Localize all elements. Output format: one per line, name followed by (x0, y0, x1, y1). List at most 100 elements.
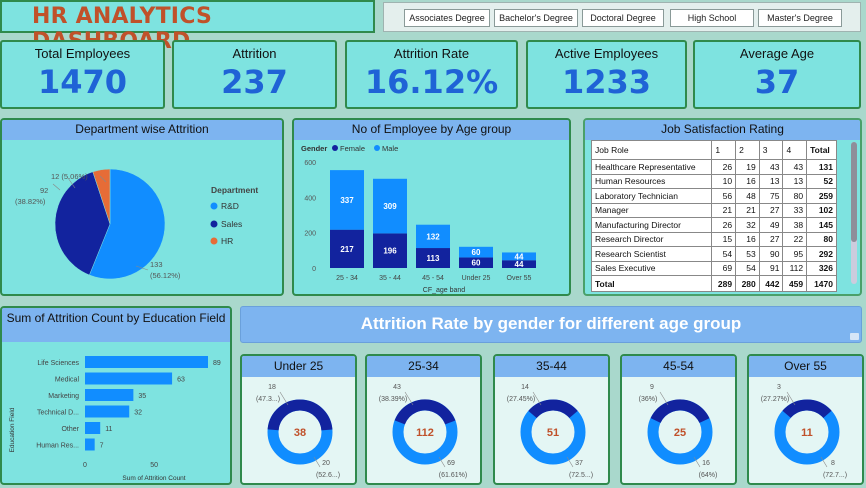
rating-cell: 56 (711, 188, 737, 204)
education-bar[interactable] (85, 389, 134, 401)
bar-female[interactable] (416, 248, 450, 268)
leader-line (52, 183, 61, 191)
donut-title: 25-34 (367, 356, 480, 377)
education-bar-chart: Education Field Life Sciences 89 Medical 63… (9, 356, 221, 482)
education-attrition-panel: Sum of Attrition Count by Education Fiel… (0, 306, 232, 485)
education-bar[interactable] (85, 438, 95, 451)
column-header[interactable]: 1 (711, 140, 737, 160)
donut-bottom-value: 8 (831, 460, 835, 467)
bar-value-label: 44 (515, 252, 524, 261)
education-bar[interactable] (85, 356, 208, 368)
leader-line (313, 456, 321, 468)
column-header[interactable]: 4 (782, 140, 808, 160)
bar-value-label: 196 (383, 247, 397, 256)
rating-cell: 27 (758, 202, 784, 218)
bar-value-label: 113 (427, 254, 440, 263)
banner-corner-icon (850, 333, 859, 340)
table-row[interactable]: Laboratory Technician 56 48 75 80 259 (590, 188, 837, 204)
pie-slice-hr[interactable] (92, 168, 111, 225)
rating-cell: 54 (735, 260, 760, 276)
donut-bottom-pct: (72.7...) (823, 472, 847, 479)
donut-title: 45-54 (622, 356, 735, 377)
sales-slice-pct: (38.82%) (15, 197, 46, 206)
bar-female[interactable] (502, 260, 536, 268)
donut-bottom-pct: (52.6...) (316, 472, 340, 479)
education-bar[interactable] (85, 422, 101, 434)
kpi-label: Average Age (739, 46, 815, 61)
panel-title: Sum of Attrition Count by Education Fiel… (2, 308, 230, 342)
donut-title: Under 25 (242, 356, 355, 377)
table-row[interactable]: Healthcare Representative 26 19 43 43 131 (590, 159, 837, 175)
job-role-cell: Manager (590, 202, 713, 218)
table-row[interactable]: Sales Executive 69 54 91 112 326 (590, 260, 837, 276)
table-row[interactable]: Research Director 15 16 27 22 80 (590, 231, 837, 247)
legend-sales-marker (210, 220, 218, 228)
slicer-option[interactable]: Doctoral Degree (582, 9, 664, 27)
donut-top-pct: (38.39%) (379, 396, 407, 403)
education-bar[interactable] (85, 372, 173, 385)
slicer-option[interactable]: Bachelor's Degree (494, 9, 578, 27)
donut-top-value: 43 (393, 384, 401, 391)
table-row[interactable]: Research Scientist 54 53 90 95 292 (590, 246, 837, 262)
donut-center-value: 25 (674, 427, 686, 439)
education-bar[interactable] (85, 405, 130, 418)
x-tick-label: 25 - 34 (336, 275, 358, 282)
table-scrollbar-thumb[interactable] (851, 142, 857, 242)
table-header-row: Job Role 1 2 3 4 Total (590, 140, 837, 160)
bar-female[interactable] (373, 233, 407, 268)
bar-male[interactable] (459, 246, 493, 258)
rating-cell: 131 (806, 159, 837, 175)
donut-top-pct: (27.45%) (507, 396, 535, 403)
x-tick-label: 45 - 54 (422, 275, 444, 282)
legend-male-label: Male (382, 144, 398, 153)
leader-line (438, 456, 446, 468)
donut-top-value: 3 (777, 384, 781, 391)
x-tick-label: 0 (83, 462, 87, 469)
bar-value-label: 44 (515, 260, 524, 269)
donut-chart: 25 9 (36%) 16 (64%) (639, 384, 718, 479)
slicer-option[interactable]: Master's Degree (758, 9, 842, 27)
bar-value-label: 7 (100, 443, 104, 450)
bar-male[interactable] (502, 252, 536, 261)
table-row[interactable]: Human Resources 10 16 13 13 52 (590, 173, 837, 189)
bar-female[interactable] (459, 257, 493, 268)
total-cell: 1470 (806, 275, 837, 292)
job-role-cell: Manufacturing Director (590, 217, 713, 233)
column-header[interactable]: 2 (735, 140, 760, 160)
rating-cell: 91 (758, 260, 784, 276)
total-cell: 289 (711, 275, 737, 292)
rating-cell: 16 (735, 231, 760, 247)
pie-slice-rd[interactable] (89, 168, 166, 280)
rating-cell: 33 (782, 202, 808, 218)
bar-male[interactable] (373, 178, 407, 234)
slicer-option[interactable]: Associates Degree (404, 9, 490, 27)
x-tick-label: 50 (150, 462, 158, 469)
job-role-cell: Human Resources (590, 173, 713, 189)
slicer-option[interactable]: High School (670, 9, 754, 27)
job-role-cell: Research Scientist (590, 246, 713, 262)
donut-segment-dark[interactable] (390, 397, 460, 467)
pie-slice-sales[interactable] (54, 171, 111, 276)
rating-cell: 80 (806, 231, 837, 247)
rating-cell: 43 (758, 159, 784, 175)
bar-male[interactable] (416, 224, 450, 249)
column-header[interactable]: Job Role (590, 140, 713, 160)
kpi-total-employees: Total Employees 1470 (0, 40, 165, 109)
table-row[interactable]: Manager 21 21 27 33 102 (590, 202, 837, 218)
donut-title: 35-44 (495, 356, 608, 377)
rating-cell: 16 (735, 173, 760, 189)
table-row[interactable]: Manufacturing Director 26 32 49 38 145 (590, 217, 837, 233)
bar-value-label: 60 (472, 248, 481, 257)
y-tick-label: 400 (304, 195, 316, 202)
legend-female-marker (332, 145, 338, 151)
column-header[interactable]: 3 (758, 140, 784, 160)
rating-cell: 90 (758, 246, 784, 262)
bar-male[interactable] (330, 170, 364, 230)
column-header[interactable]: Total (806, 140, 837, 160)
donut-bottom-value: 37 (575, 460, 583, 467)
rd-slice-pct: (56.12%) (150, 271, 181, 280)
bar-value-label: 32 (134, 410, 142, 417)
donut-chart: 11 3 (27.27%) 8 (72.7...) (761, 384, 847, 479)
rating-cell: 52 (806, 173, 837, 189)
bar-female[interactable] (330, 229, 364, 268)
